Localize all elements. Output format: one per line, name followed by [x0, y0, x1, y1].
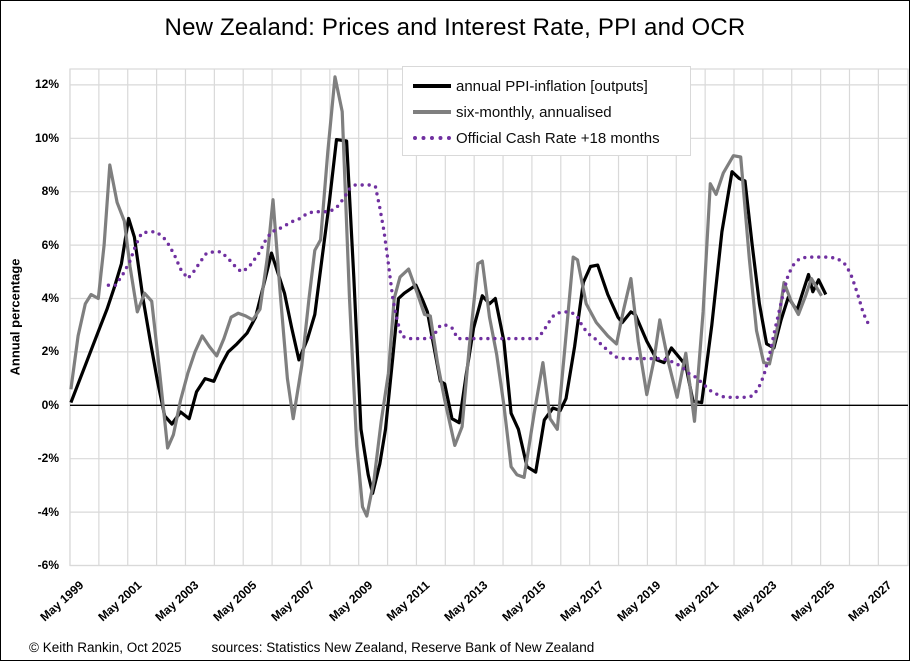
legend-label: Official Cash Rate +18 months: [456, 129, 660, 147]
legend-item-ocr: Official Cash Rate +18 months: [413, 125, 690, 151]
legend-line-sample-dotted: [413, 136, 451, 140]
footer-sources: sources: Statistics New Zealand, Reserve…: [211, 640, 595, 655]
ocr-dotted-line: [106, 183, 876, 399]
footer: © Keith Rankin, Oct 2025 sources: Statis…: [29, 640, 594, 655]
y-tick-label: 6%: [41, 237, 59, 252]
y-tick-label: -2%: [37, 451, 59, 466]
y-tick-label: 4%: [41, 291, 59, 305]
y-tick-label: 10%: [34, 130, 59, 145]
y-tick-label: -4%: [37, 504, 59, 519]
legend-label: annual PPI-inflation [outputs]: [456, 77, 648, 95]
chart-title: New Zealand: Prices and Interest Rate, P…: [164, 14, 746, 41]
legend-item-ppi-annual: annual PPI-inflation [outputs]: [413, 73, 690, 99]
legend-line-sample-gray: [413, 110, 451, 114]
legend-item-six-monthly: six-monthly, annualised: [413, 99, 690, 125]
y-tick-label: 12%: [34, 77, 59, 92]
y-tick-label: -6%: [37, 558, 59, 572]
legend-label: six-monthly, annualised: [456, 103, 612, 121]
legend-line-sample-black: [413, 84, 451, 88]
y-tick-label: 2%: [41, 344, 59, 359]
legend: annual PPI-inflation [outputs] six-month…: [402, 66, 691, 156]
footer-copyright: © Keith Rankin, Oct 2025: [29, 640, 182, 655]
y-tick-label: 0%: [41, 397, 59, 412]
y-tick-label: 8%: [41, 184, 59, 199]
six-monthly-line: [69, 75, 823, 518]
ppi-annual-line: [69, 138, 828, 495]
